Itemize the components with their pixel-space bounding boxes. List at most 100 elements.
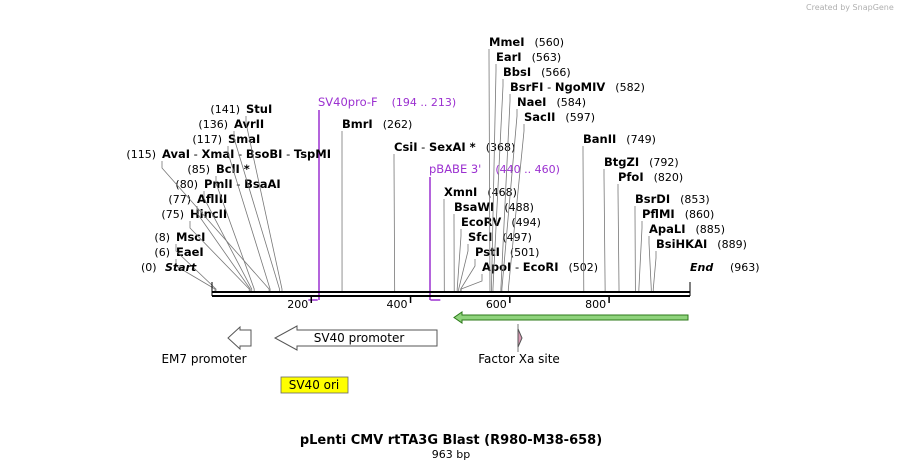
enzyme-name: BanII [583, 132, 616, 146]
enzyme-leader-line [638, 221, 643, 291]
enzyme-position: (885) [696, 223, 726, 236]
enzyme-name-part: TspMI [294, 147, 331, 161]
enzyme-position: (75) [161, 208, 184, 221]
enzyme-position: (136) [198, 118, 228, 131]
enzyme-name-part: EcoRV [461, 215, 501, 229]
primer[interactable]: SV40pro-F (194 .. 213) [308, 95, 456, 301]
enzyme-site[interactable]: BmrI (262) [341, 117, 413, 291]
enzyme-name-part: EcoRI [523, 260, 559, 274]
enzyme-name: BsaWI [454, 200, 494, 214]
enzyme-name: BsiHKAI [656, 237, 707, 251]
enzyme-name-part: BanII [583, 132, 616, 146]
enzyme-leader-line [617, 184, 620, 291]
enzyme-site[interactable]: BtgZI (792) [603, 155, 679, 291]
enzyme-site[interactable]: BbsI (566) [492, 65, 571, 291]
sv40-promoter-arrow[interactable] [273, 325, 438, 351]
enzyme-site[interactable]: BsaWI (488) [453, 200, 534, 291]
sv40-ori-box[interactable] [280, 376, 349, 394]
map-title: pLenti CMV rtTA3G Blast (R980-M38-658) [300, 433, 602, 448]
enzyme-site[interactable]: ApoI - EcoRI (502) [460, 260, 598, 291]
enzyme-leader-line [488, 49, 491, 291]
enzyme-site[interactable]: AvrII (136) [198, 117, 280, 291]
enzyme-site[interactable]: MscI (8) [154, 230, 217, 291]
enzyme-name-part: BsiHKAI [656, 237, 707, 251]
enzyme-site[interactable]: EaeI (6) [154, 245, 216, 291]
enzyme-name: XmnI [444, 185, 477, 199]
ruler-tick-label: 200 [287, 298, 308, 311]
enzyme-name: SfcI [468, 230, 492, 244]
enzyme-site[interactable]: BsrFI - NgoMIV (582) [500, 80, 645, 291]
credit-text: Created by SnapGene [806, 3, 894, 12]
enzyme-position: (8) [154, 231, 170, 244]
enzyme-name-part: XmaI [202, 147, 235, 161]
map-title-block: pLenti CMV rtTA3G Blast (R980-M38-658) 9… [300, 433, 602, 461]
enzyme-leader-line [227, 146, 271, 291]
enzyme-site[interactable]: PstI (501) [460, 245, 540, 291]
enzyme-site[interactable]: SmaI (117) [192, 132, 271, 291]
enzyme-position: (468) [487, 186, 517, 199]
factor-xa-site-label: Factor Xa site [478, 352, 560, 366]
enzyme-name-part: BtgZI [604, 155, 639, 169]
enzyme-separator: - [418, 140, 429, 154]
enzyme-site[interactable]: AvaI - XmaI - BsoBI - TspMI (115) [126, 147, 331, 291]
enzyme-leader-line [456, 229, 462, 291]
enzyme-site[interactable]: BsrDI (853) [634, 192, 710, 291]
enzyme-name-part: PmlI [204, 177, 233, 191]
enzyme-name-part: StuI [246, 102, 272, 116]
ruler-tick-label: 800 [585, 298, 606, 311]
enzyme-site[interactable]: AflIII (77) [168, 192, 251, 291]
ruler-ticks: 200 400 600 800 [287, 297, 610, 311]
enzyme-site[interactable]: EarI (563) [491, 50, 561, 291]
primers-layer: SV40pro-F (194 .. 213) pBABE 3' (440 .. 460… [308, 95, 560, 301]
enzyme-position: (582) [615, 81, 645, 94]
factor-xa-site-mark[interactable] [517, 328, 523, 348]
primer[interactable]: pBABE 3' (440 .. 460) [429, 162, 560, 301]
enzyme-name-part: ApaLI [649, 222, 686, 236]
features-layer: EM7 promoter SV40 promoter Factor Xa sit… [161, 311, 689, 394]
enzyme-leader-line [652, 251, 657, 291]
enzyme-name: EaeI [176, 245, 204, 259]
enzyme-site[interactable]: PfoI (820) [617, 170, 684, 291]
enzyme-leader-line [175, 244, 217, 291]
enzyme-position: (494) [511, 216, 541, 229]
enzyme-position: (6) [154, 246, 170, 259]
enzyme-site[interactable]: PmlI - BsaAI (80) [175, 177, 281, 291]
start-label: Start [165, 261, 197, 274]
enzyme-site[interactable]: MmeI (560) [488, 35, 564, 291]
enzyme-name-part: ApoI [482, 260, 511, 274]
enzyme-leader-line [175, 259, 216, 291]
enzyme-site[interactable]: StuI (141) [210, 102, 283, 291]
enzyme-name-part: PflMI [642, 207, 675, 221]
enzyme-name: BsrDI [635, 192, 670, 206]
enzyme-site[interactable]: BanII (749) [582, 132, 656, 291]
enzyme-site[interactable]: EcoRV (494) [456, 215, 541, 291]
enzyme-site[interactable]: BsiHKAI (889) [652, 237, 747, 291]
enzyme-position: (563) [532, 51, 562, 64]
enzyme-position: (262) [383, 118, 413, 131]
enzyme-name: BmrI [342, 117, 373, 131]
end-label: End [690, 261, 713, 274]
enzyme-name-part: NgoMIV [555, 80, 605, 94]
enzyme-name: MmeI [489, 35, 525, 49]
enzyme-separator: - [190, 147, 201, 161]
enzyme-name: NaeI [517, 95, 546, 109]
em7-promoter-arrow[interactable] [227, 325, 252, 351]
enzyme-leader-line [648, 236, 652, 291]
enzyme-name-part: MscI [176, 230, 205, 244]
enzyme-site[interactable]: ApaLI (885) [648, 222, 726, 291]
enzyme-site[interactable]: NaeI (584) [501, 95, 586, 291]
enzyme-position: (749) [626, 133, 656, 146]
sv40-promoter-label: SV40 promoter [314, 331, 405, 345]
enzyme-name-part: AflIII [197, 192, 227, 206]
ruler-tick-label: 600 [486, 298, 507, 311]
enzyme-site[interactable]: XmnI (468) [443, 185, 517, 291]
enzyme-name-part: NaeI [517, 95, 546, 109]
enzyme-site[interactable]: PflMI (860) [638, 207, 714, 291]
long-orf-arrow[interactable] [453, 311, 689, 324]
enzyme-site[interactable]: SacII (597) [507, 110, 595, 291]
enzyme-leader-line [492, 79, 504, 291]
sv40-ori-label: SV40 ori [289, 378, 340, 392]
enzyme-site[interactable]: SfcI (497) [458, 230, 532, 291]
enzyme-separator: - [543, 80, 554, 94]
enzyme-position: (820) [654, 171, 684, 184]
